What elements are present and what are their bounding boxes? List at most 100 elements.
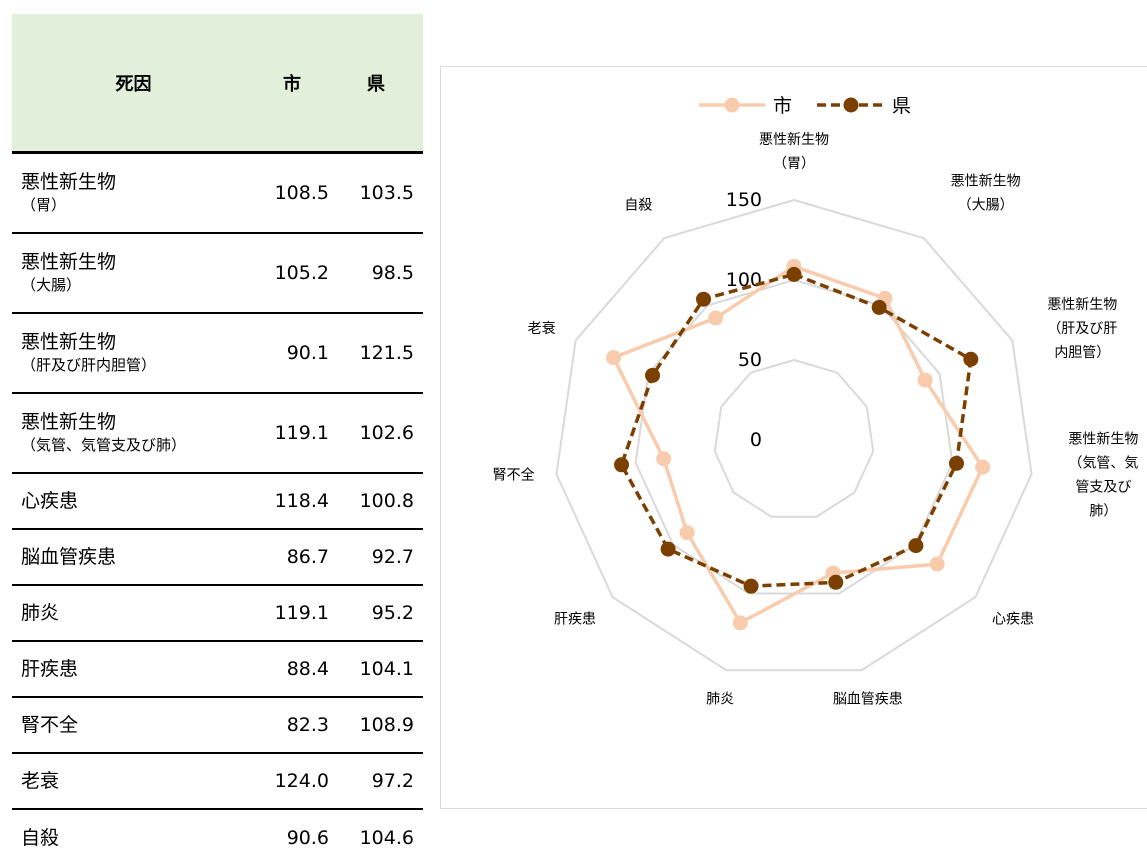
row-city-value: 90.1: [286, 342, 329, 364]
table-row: 肝疾患 88.4 104.1: [12, 642, 423, 698]
grid-ring: [634, 278, 954, 595]
row-prefecture-value: 98.5: [371, 262, 414, 284]
header-city: 市: [283, 73, 301, 95]
category-label: 内胆管）: [1054, 345, 1110, 361]
table-row: 自殺 90.6 104.6: [12, 810, 423, 866]
row-cause-detail: （胃）: [21, 196, 67, 214]
data-point-city: [606, 350, 622, 366]
row-city-value: 119.1: [274, 422, 329, 444]
row-cause: 肝疾患: [12, 657, 255, 681]
row-cause-detail: （気管、気管支及び肺）: [21, 436, 187, 454]
table-row: 悪性新生物 （気管、気管支及び肺） 119.1 102.6: [12, 394, 423, 474]
series-line-prefecture: [619, 272, 973, 588]
data-point-city: [975, 459, 991, 475]
row-prefecture-value: 103.5: [359, 182, 414, 204]
row-city-value: 88.4: [286, 658, 329, 680]
row-prefecture-value: 92.7: [371, 546, 414, 568]
category-label: 肺）: [1089, 503, 1117, 519]
category-label: 肝疾患: [554, 612, 596, 628]
data-point-prefecture: [871, 299, 887, 315]
row-cause: 肺炎: [12, 601, 255, 625]
data-point-prefecture: [786, 266, 802, 282]
row-cause-main: 肝疾患: [21, 658, 79, 680]
radar-chart-svg: 0 50 100 150 悪性新生物 （胃） 悪性新生物 （大腸） 悪性新生物 （肝及び肝内胆管）…: [493, 95, 1139, 707]
data-point-prefecture: [828, 574, 844, 590]
table-row: 悪性新生物 （大腸） 105.2 98.5: [12, 234, 423, 314]
row-cause: 悪性新生物 （気管、気管支及び肺）: [12, 410, 255, 456]
legend-marker-city: [724, 97, 740, 113]
category-label: 悪性新生物: [759, 132, 829, 148]
row-cause-detail: （大腸）: [21, 276, 82, 294]
row-cause-main: 腎不全: [21, 714, 79, 736]
table-row: 脳血管疾患 86.7 92.7: [12, 530, 423, 586]
data-point-prefecture: [696, 291, 712, 307]
row-prefecture-value: 97.2: [371, 770, 414, 792]
row-city-value: 90.6: [286, 827, 329, 849]
category-label: 老衰: [528, 320, 556, 337]
header-cause: 死因: [115, 73, 152, 95]
category-label: （大腸）: [958, 198, 1014, 214]
data-point-city: [917, 372, 933, 388]
row-prefecture-value: 95.2: [371, 602, 414, 624]
radar-chart: 0 50 100 150 悪性新生物 （胃） 悪性新生物 （大腸） 悪性新生物 （肝及び肝 内胆管）…: [440, 66, 1147, 809]
category-label: （肝及び肝: [1047, 321, 1117, 337]
table-header: 死因 市 県: [12, 14, 423, 154]
row-cause-main: 悪性新生物: [21, 251, 117, 273]
row-prefecture-value: 104.6: [359, 827, 414, 849]
header-prefecture: 県: [367, 73, 385, 95]
row-prefecture-value: 104.1: [359, 658, 414, 680]
row-city-value: 124.0: [274, 770, 329, 792]
table-body: 悪性新生物 （胃） 108.5 103.5 悪性新生物 （大腸） 105.2 98.5 悪性新生…: [12, 154, 423, 866]
data-point-prefecture: [963, 351, 979, 367]
data-point-prefecture: [660, 541, 676, 557]
data-point-prefecture: [948, 455, 964, 471]
category-label: 悪性新生物: [1047, 297, 1117, 313]
row-cause: 老衰: [12, 769, 255, 793]
row-cause: 自殺: [12, 826, 255, 850]
category-label: 悪性新生物: [1068, 431, 1138, 447]
row-city-value: 86.7: [286, 546, 329, 568]
table-row: 腎不全 82.3 108.9: [12, 698, 423, 754]
row-prefecture-value: 121.5: [359, 342, 414, 364]
category-label: 自殺: [624, 198, 652, 214]
row-cause-main: 自殺: [21, 827, 60, 849]
row-cause: 悪性新生物 （胃）: [12, 170, 255, 216]
category-label: 脳血管疾患: [833, 691, 903, 707]
row-cause: 悪性新生物 （大腸）: [12, 250, 255, 296]
data-point-city: [732, 615, 748, 631]
row-cause-main: 悪性新生物: [21, 171, 117, 193]
data-point-prefecture: [908, 538, 924, 554]
row-prefecture-value: 108.9: [359, 714, 414, 736]
axis-tick-label: 50: [738, 349, 762, 371]
series-line-city: [611, 264, 985, 626]
table-row: 肺炎 119.1 95.2: [12, 586, 423, 642]
axis-tick-label: 100: [726, 269, 762, 291]
category-label: 悪性新生物: [951, 174, 1021, 190]
row-cause: 脳血管疾患: [12, 545, 255, 569]
death-cause-table: 死因 市 県 悪性新生物 （胃） 108.5 103.5 悪性新生物 （大腸） 105.2 9…: [12, 14, 423, 866]
row-city-value: 108.5: [274, 182, 329, 204]
row-cause-main: 悪性新生物: [21, 411, 117, 433]
legend-label-city: 市: [773, 95, 792, 117]
category-label: （胃）: [773, 156, 815, 172]
data-point-city: [929, 556, 945, 572]
row-city-value: 119.1: [274, 602, 329, 624]
row-prefecture-value: 100.8: [359, 490, 414, 512]
row-city-value: 118.4: [274, 490, 329, 512]
category-label: 肺炎: [706, 691, 734, 707]
category-label: 管支及び: [1075, 479, 1131, 495]
data-point-city: [679, 525, 695, 541]
data-point-city: [656, 451, 672, 467]
row-city-value: 82.3: [286, 714, 329, 736]
axis-tick-label: 0: [750, 429, 762, 451]
data-point-prefecture: [614, 457, 630, 473]
row-cause-main: 老衰: [21, 770, 60, 792]
category-label: 心疾患: [992, 612, 1034, 628]
row-cause-detail: （肝及び肝内胆管）: [21, 356, 157, 374]
row-cause-main: 脳血管疾患: [21, 546, 117, 568]
data-point-prefecture: [743, 578, 759, 594]
table-row: 悪性新生物 （肝及び肝内胆管） 90.1 121.5: [12, 314, 423, 394]
row-cause-main: 心疾患: [21, 490, 79, 512]
table-row: 心疾患 118.4 100.8: [12, 474, 423, 530]
row-cause: 心疾患: [12, 489, 255, 513]
